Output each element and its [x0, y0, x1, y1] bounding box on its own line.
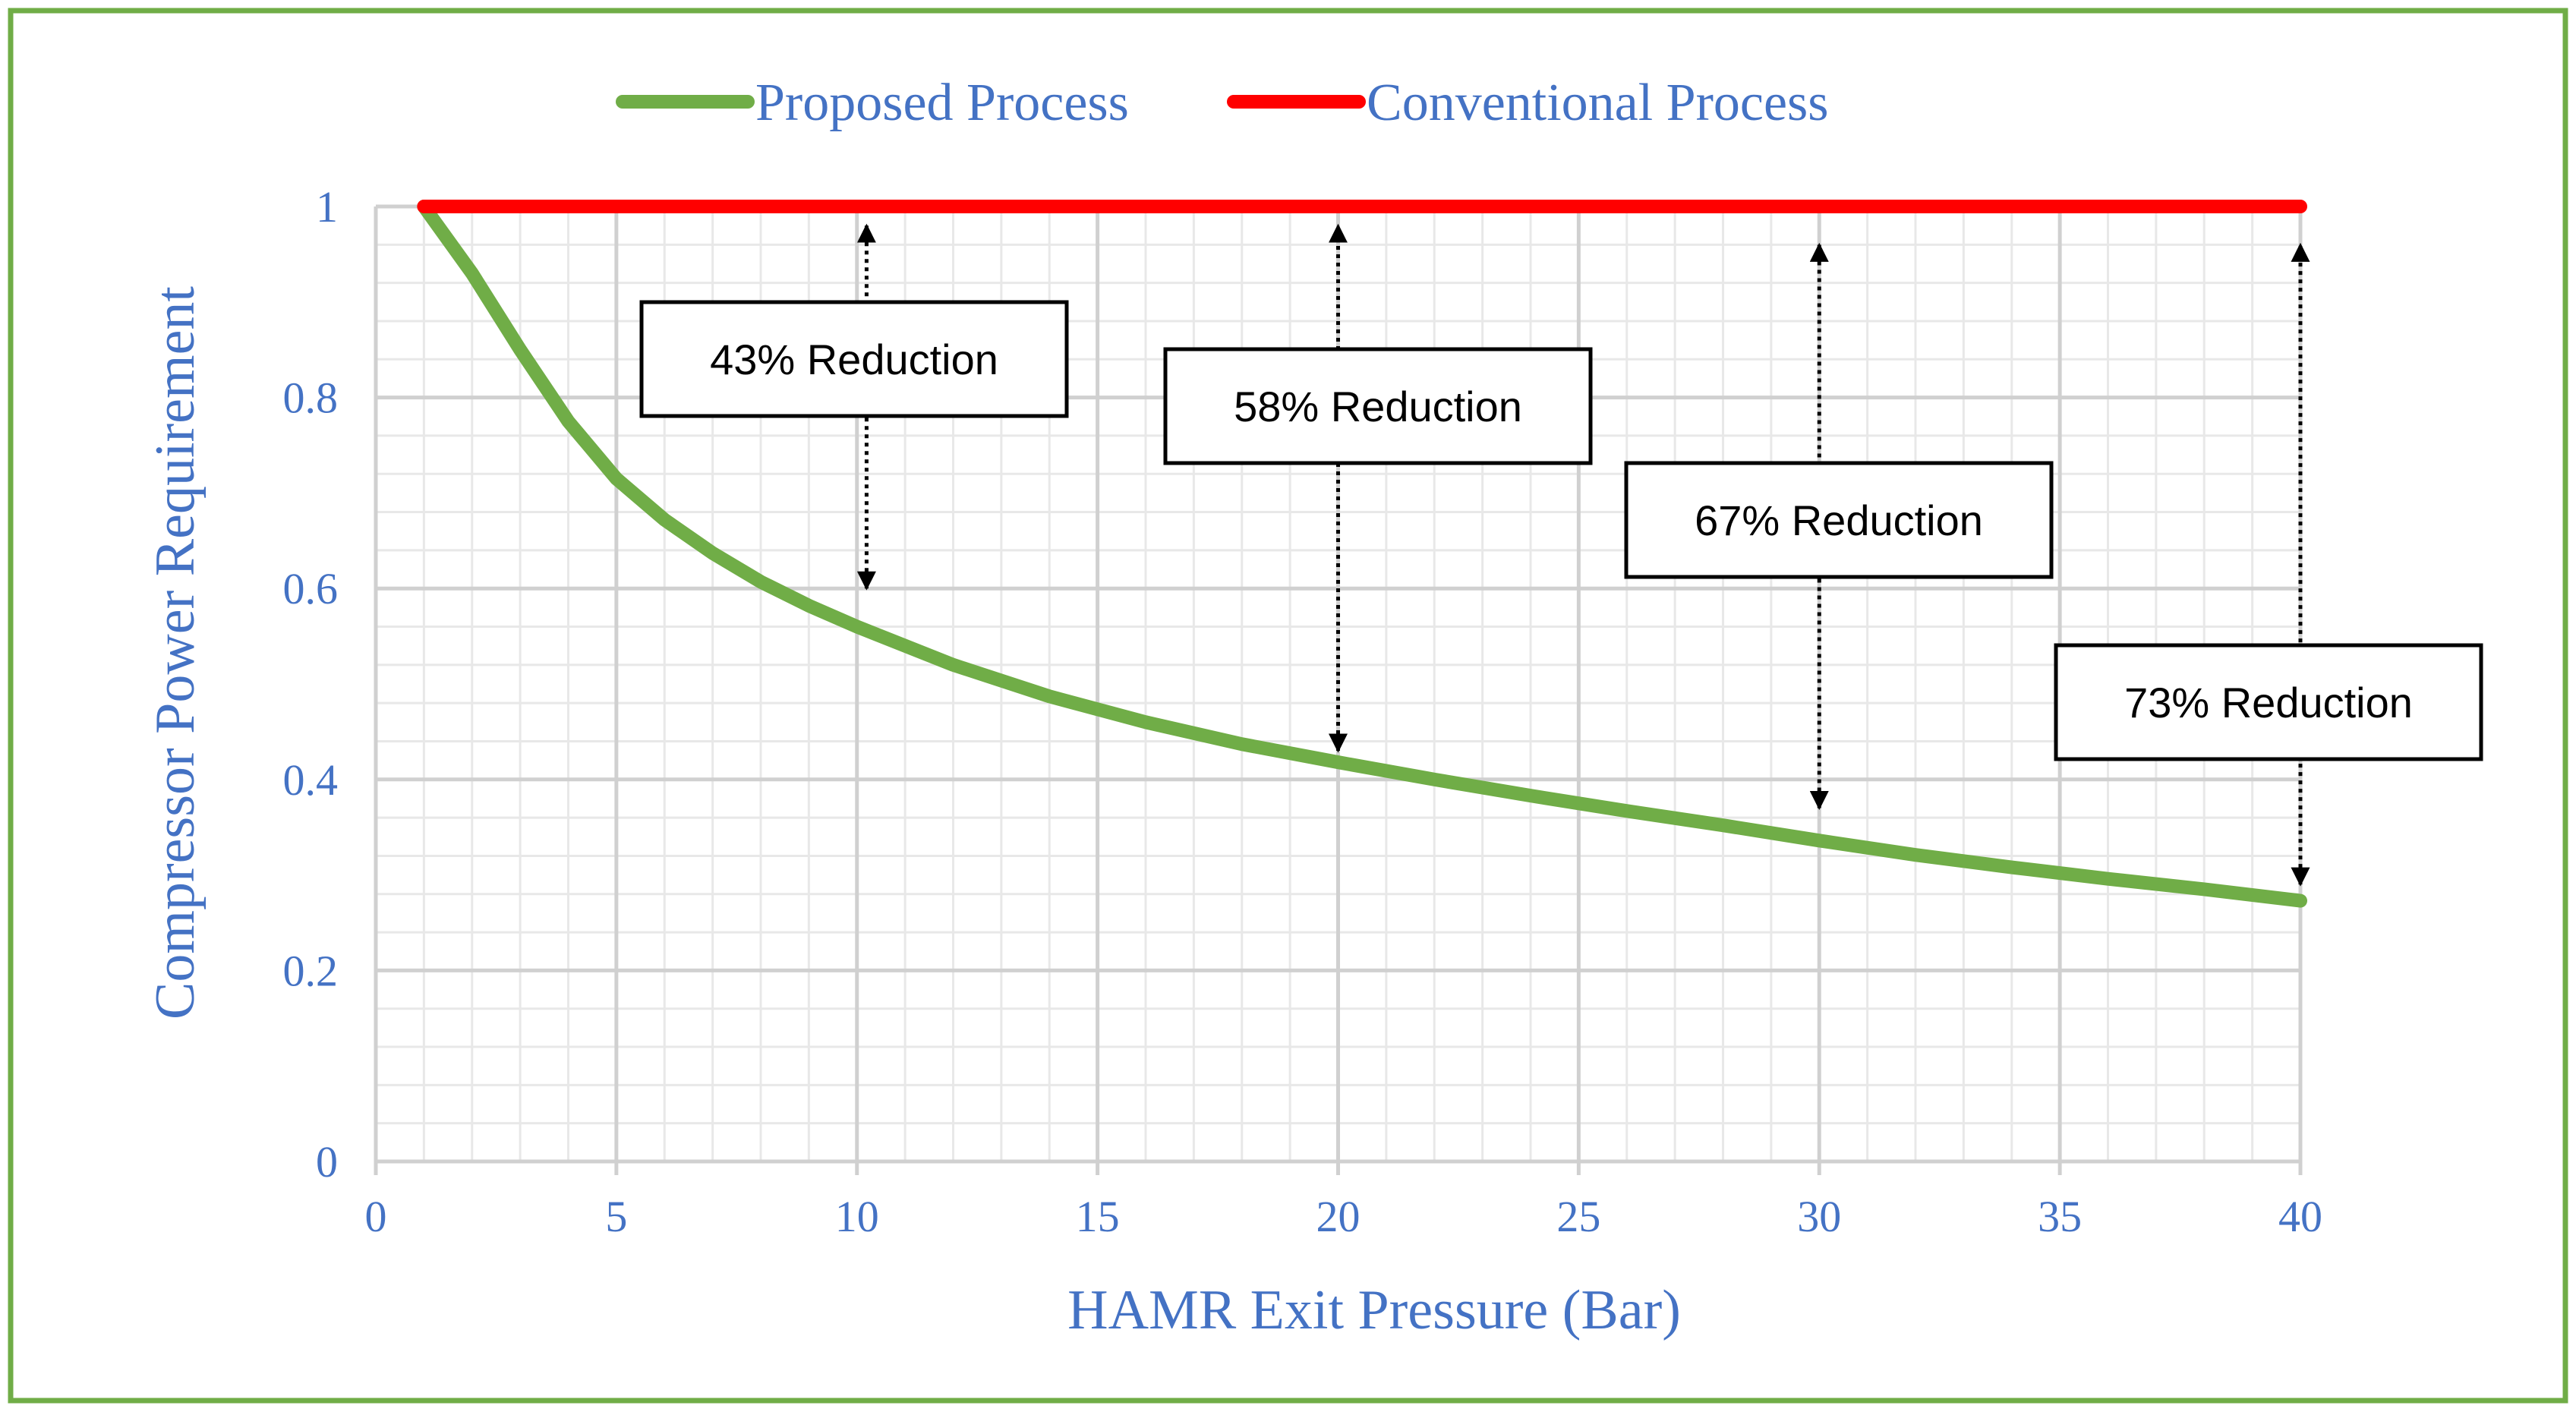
- x-tick-label: 25: [1556, 1192, 1600, 1241]
- x-tick-label: 15: [1076, 1192, 1120, 1241]
- x-tick-label: 10: [835, 1192, 879, 1241]
- y-tick-label: 0.2: [283, 946, 339, 995]
- reduction-label-box: [639, 300, 1069, 418]
- y-tick-label: 0: [316, 1137, 338, 1187]
- legend-label-conventional: Conventional Process: [1367, 74, 1829, 132]
- x-tick-label: 40: [2278, 1192, 2322, 1241]
- legend: Proposed Process Conventional Process: [616, 74, 1829, 132]
- reduction-label: 73% Reduction: [2124, 679, 2413, 726]
- reduction-label: 43% Reduction: [710, 336, 998, 383]
- y-tick-label: 0.6: [283, 564, 339, 613]
- x-tick-label: 30: [1797, 1192, 1841, 1241]
- x-tick-label: 0: [365, 1192, 387, 1241]
- reduction-label: 58% Reduction: [1234, 383, 1522, 430]
- x-axis-title: HAMR Exit Pressure (Bar): [1067, 1279, 1681, 1341]
- legend-label-proposed: Proposed Process: [755, 74, 1129, 132]
- series-layer: [417, 200, 2307, 908]
- x-tick-label: 35: [2038, 1192, 2082, 1241]
- annotation-layer: 43% Reduction 58% Reduction 67% Reduction 7…: [639, 223, 2483, 887]
- reduction-label-box: [1624, 461, 2054, 579]
- tick-label-layer: 0 5 10 15 20 25 30 35 40 0 0.2 0.4 0.6 0.8 1: [283, 182, 2323, 1241]
- series-line-proposed: [417, 200, 2307, 908]
- y-axis-title: Compressor Power Requirement: [144, 286, 207, 1019]
- y-tick-label: 0.4: [283, 755, 339, 805]
- reduction-label-box: [2054, 643, 2483, 761]
- reduction-label-box: [1163, 347, 1593, 465]
- x-tick-label: 5: [605, 1192, 627, 1241]
- y-tick-label: 0.8: [283, 373, 339, 423]
- reduction-label: 67% Reduction: [1695, 496, 1983, 544]
- y-tick-label: 1: [316, 182, 338, 232]
- x-tick-label: 20: [1316, 1192, 1361, 1241]
